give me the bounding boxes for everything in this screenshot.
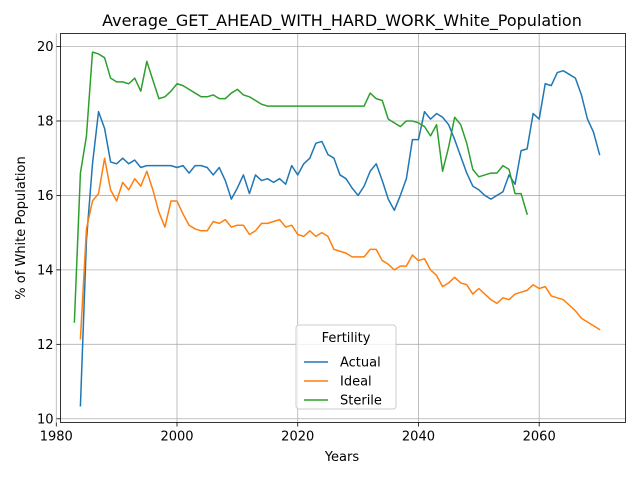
legend-frame: [295, 324, 397, 410]
y-tick-label: 18: [37, 114, 54, 129]
chart-title: Average_GET_AHEAD_WITH_HARD_WORK_White_P…: [102, 11, 582, 31]
legend: Fertility Actual Ideal Sterile: [295, 324, 397, 410]
y-tick-label: 10: [37, 412, 54, 427]
series-line-actual: [79, 69, 601, 407]
y-tick-label: 16: [37, 189, 54, 204]
y-tick-label: 12: [37, 338, 54, 353]
legend-label-sterile: Sterile: [340, 394, 382, 409]
x-tick-label: 2040: [402, 430, 435, 445]
legend-label-ideal: Ideal: [340, 375, 372, 390]
ticks: 1980 2000 2020 2040 2060 10 12 14 16 18 20: [37, 40, 556, 444]
x-tick-label: 2000: [160, 430, 193, 445]
series-line-ideal: [79, 157, 601, 340]
series-lines: [73, 51, 601, 407]
legend-entries: Actual Ideal Sterile: [304, 356, 382, 409]
x-tick-label: 1980: [40, 430, 73, 445]
plot-frame: [60, 33, 626, 423]
y-tick-label: 14: [37, 263, 54, 278]
y-tick-label: 20: [37, 40, 54, 55]
legend-title: Fertility: [322, 331, 371, 346]
y-axis-label: % of White Population: [14, 156, 29, 299]
x-axis-label: Years: [324, 450, 360, 465]
x-tick-label: 2020: [281, 430, 314, 445]
legend-label-actual: Actual: [340, 356, 381, 371]
series-line-sterile: [73, 51, 529, 323]
x-tick-label: 2060: [523, 430, 556, 445]
